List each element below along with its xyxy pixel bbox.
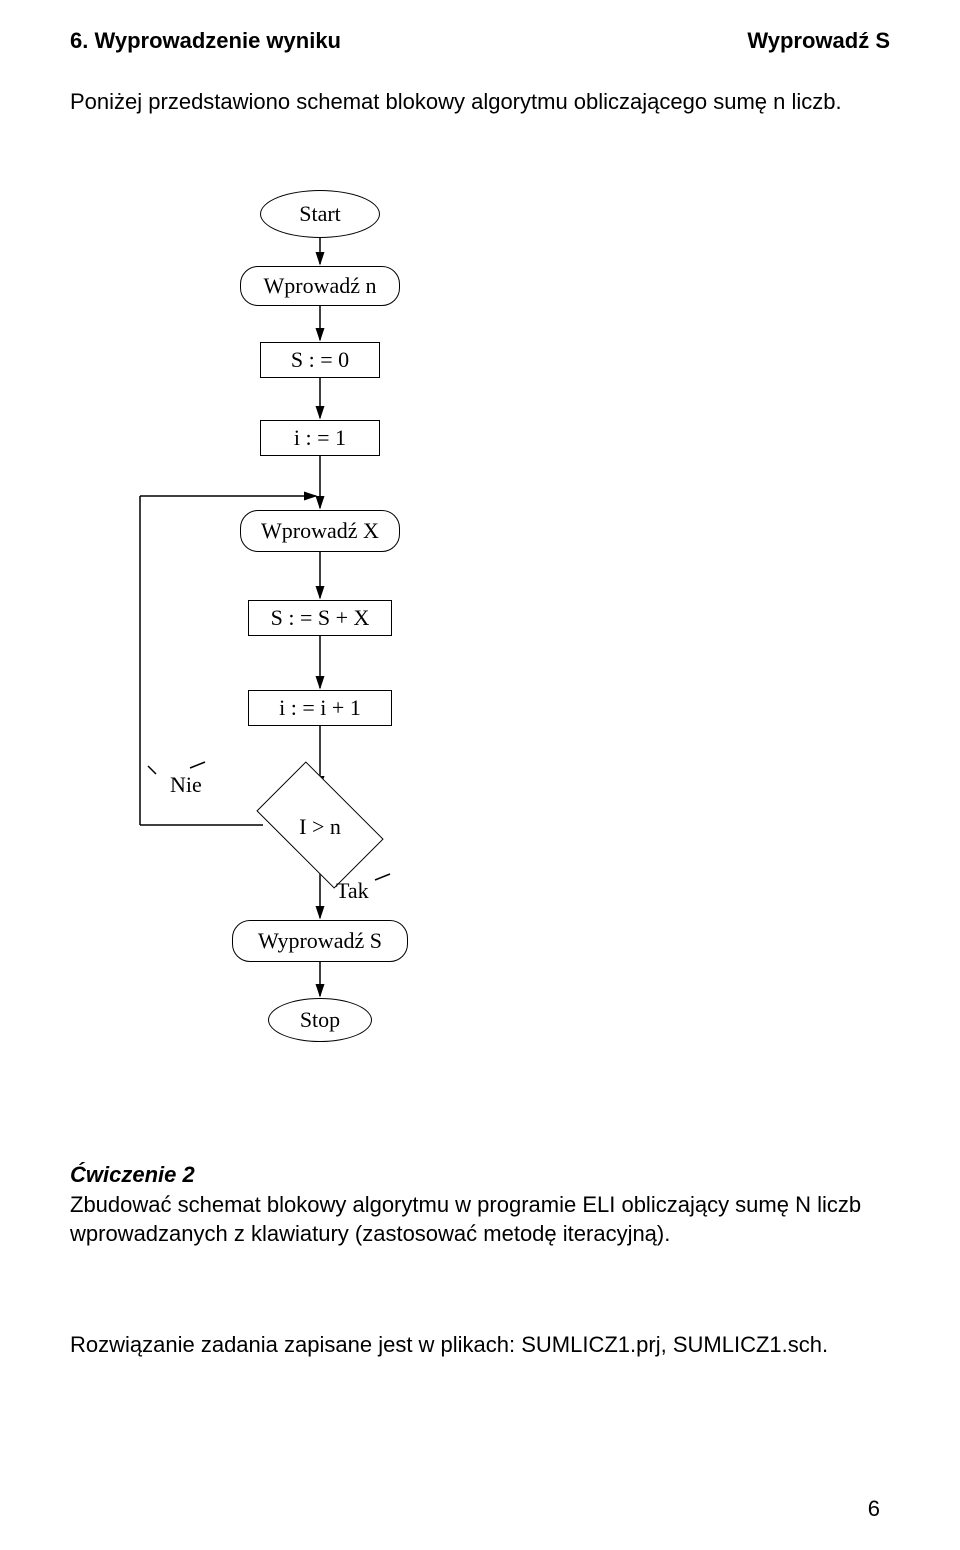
flow-i-inc-label: i : = i + 1 bbox=[279, 695, 361, 721]
heading-right: Wyprowadź S bbox=[747, 28, 890, 54]
flowchart: Start Wprowadź n S : = 0 i : = 1 Wprowad… bbox=[70, 190, 670, 1090]
flow-stop-label: Stop bbox=[300, 1007, 340, 1033]
heading-row: 6. Wyprowadzenie wyniku Wyprowadź S bbox=[70, 28, 890, 54]
flow-s-plus-x-label: S : = S + X bbox=[271, 605, 370, 631]
flow-yes-label: Tak bbox=[336, 878, 369, 904]
flow-output-s: Wyprowadź S bbox=[232, 920, 408, 962]
flow-s-zero: S : = 0 bbox=[260, 342, 380, 378]
flow-stop: Stop bbox=[268, 998, 372, 1042]
intro-text: Poniżej przedstawiono schemat blokowy al… bbox=[70, 88, 890, 117]
flow-start-label: Start bbox=[299, 201, 341, 227]
flow-decision-label: I > n bbox=[265, 814, 375, 840]
flow-i-one: i : = 1 bbox=[260, 420, 380, 456]
heading-left: 6. Wyprowadzenie wyniku bbox=[70, 28, 341, 54]
flow-i-inc: i : = i + 1 bbox=[248, 690, 392, 726]
solution-text: Rozwiązanie zadania zapisane jest w plik… bbox=[70, 1330, 890, 1360]
flow-no-label: Nie bbox=[170, 772, 202, 798]
flow-input-x-label: Wprowadź X bbox=[261, 518, 379, 544]
flow-start: Start bbox=[260, 190, 380, 238]
flow-input-n-label: Wprowadź n bbox=[263, 273, 376, 299]
flow-s-plus-x: S : = S + X bbox=[248, 600, 392, 636]
exercise-block: Ćwiczenie 2 Zbudować schemat blokowy alg… bbox=[70, 1160, 890, 1249]
flow-output-s-label: Wyprowadź S bbox=[258, 928, 382, 954]
page-number: 6 bbox=[868, 1496, 880, 1522]
flow-input-x: Wprowadź X bbox=[240, 510, 400, 552]
flow-i-one-label: i : = 1 bbox=[294, 425, 346, 451]
flow-s-zero-label: S : = 0 bbox=[291, 347, 349, 373]
exercise-body: Zbudować schemat blokowy algorytmu w pro… bbox=[70, 1192, 861, 1247]
exercise-title: Ćwiczenie 2 bbox=[70, 1162, 195, 1187]
flow-input-n: Wprowadź n bbox=[240, 266, 400, 306]
